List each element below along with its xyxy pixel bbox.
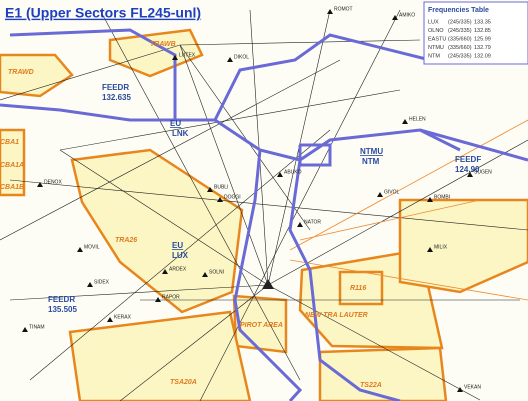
sector-name: NTMU [360, 147, 383, 156]
table-title: Frequencies Table [428, 7, 489, 14]
waypoint-label: DENOX [44, 179, 62, 185]
area-label: R116 [350, 285, 366, 292]
table-cell: LUX [428, 19, 439, 25]
table-cell: (245/335) [448, 19, 472, 25]
table-cell: (245/335) [448, 28, 472, 34]
waypoint-label: BOMBI [434, 194, 450, 200]
waypoint-label: SUGEN [474, 169, 492, 175]
table-cell: 132.79 [474, 45, 491, 51]
table-cell: OLNO [428, 28, 444, 34]
sector-frequency: 135.505 [48, 305, 77, 314]
area-label: TRA26 [115, 237, 137, 244]
waypoint-label: RAPOR [162, 294, 180, 300]
waypoint-label: ARDEX [169, 266, 187, 272]
waypoint-label: HELEN [409, 116, 426, 122]
area-label: TRAWD [8, 69, 34, 76]
table-cell: EASTU [428, 36, 446, 42]
waypoint-label: MOVIL [84, 244, 100, 250]
waypoint-label: VEKAN [464, 384, 481, 390]
sector-name: EU [170, 119, 181, 128]
waypoint-label: LUTEX [179, 52, 196, 58]
title: E1 (Upper Sectors FL245-unl) [5, 5, 201, 21]
sector-name: FEEDF [455, 155, 481, 164]
waypoint-label: MILIX [434, 244, 448, 250]
page: {"title":"E1 (Upper Sectors FL245-unl)",… [0, 0, 528, 401]
waypoint-label: SOLNI [209, 269, 224, 275]
waypoint-label: DOGGI [224, 194, 241, 200]
sector-frequency: NTM [362, 157, 380, 166]
area-label: CBA1B [0, 184, 24, 191]
table-cell: NTMU [428, 45, 444, 51]
table-cell: 132.09 [474, 53, 491, 59]
area-label: TS22A [360, 382, 382, 389]
waypoint-label: AMIKO [399, 12, 415, 18]
sector-name: FEEDR [102, 83, 129, 92]
sector-name: FEEDR [48, 295, 75, 304]
area-label: CBA1A [0, 162, 24, 169]
table-cell: 125.99 [474, 36, 491, 42]
area-label: PIROT AREA [240, 322, 283, 329]
waypoint-label: GIVOL [384, 189, 400, 195]
table-cell: NTM [428, 53, 440, 59]
sector-frequency: LUX [172, 251, 189, 260]
area-label: CBA1 [0, 139, 19, 146]
sector-name: EU [172, 241, 183, 250]
waypoint-label: DIKOL [234, 54, 249, 60]
waypoint-label: ROMOT [334, 6, 353, 12]
table-cell: (245/335) [448, 53, 472, 59]
sector-frequency: 132.635 [102, 93, 131, 102]
table-cell: 133.35 [474, 19, 491, 25]
waypoint-label: ABUKO [284, 169, 302, 175]
waypoint-label: KERAX [114, 314, 132, 320]
waypoint-label: NATOR [304, 219, 321, 225]
area-label: NEW TRA LAUTER [305, 312, 368, 319]
area-label: TRAWB [150, 41, 176, 48]
area-label: TSA20A [170, 379, 197, 386]
map: E1 (Upper Sectors FL245-unl) Frequencies… [0, 0, 528, 401]
table-cell: (335/660) [448, 36, 472, 42]
table-cell: 132.85 [474, 28, 491, 34]
waypoint-label: BUBLI [214, 184, 228, 190]
waypoint-label: TINAM [29, 324, 45, 330]
sector-frequency: LNK [172, 129, 189, 138]
waypoint-label: SIDEX [94, 279, 110, 285]
table-cell: (335/660) [448, 45, 472, 51]
